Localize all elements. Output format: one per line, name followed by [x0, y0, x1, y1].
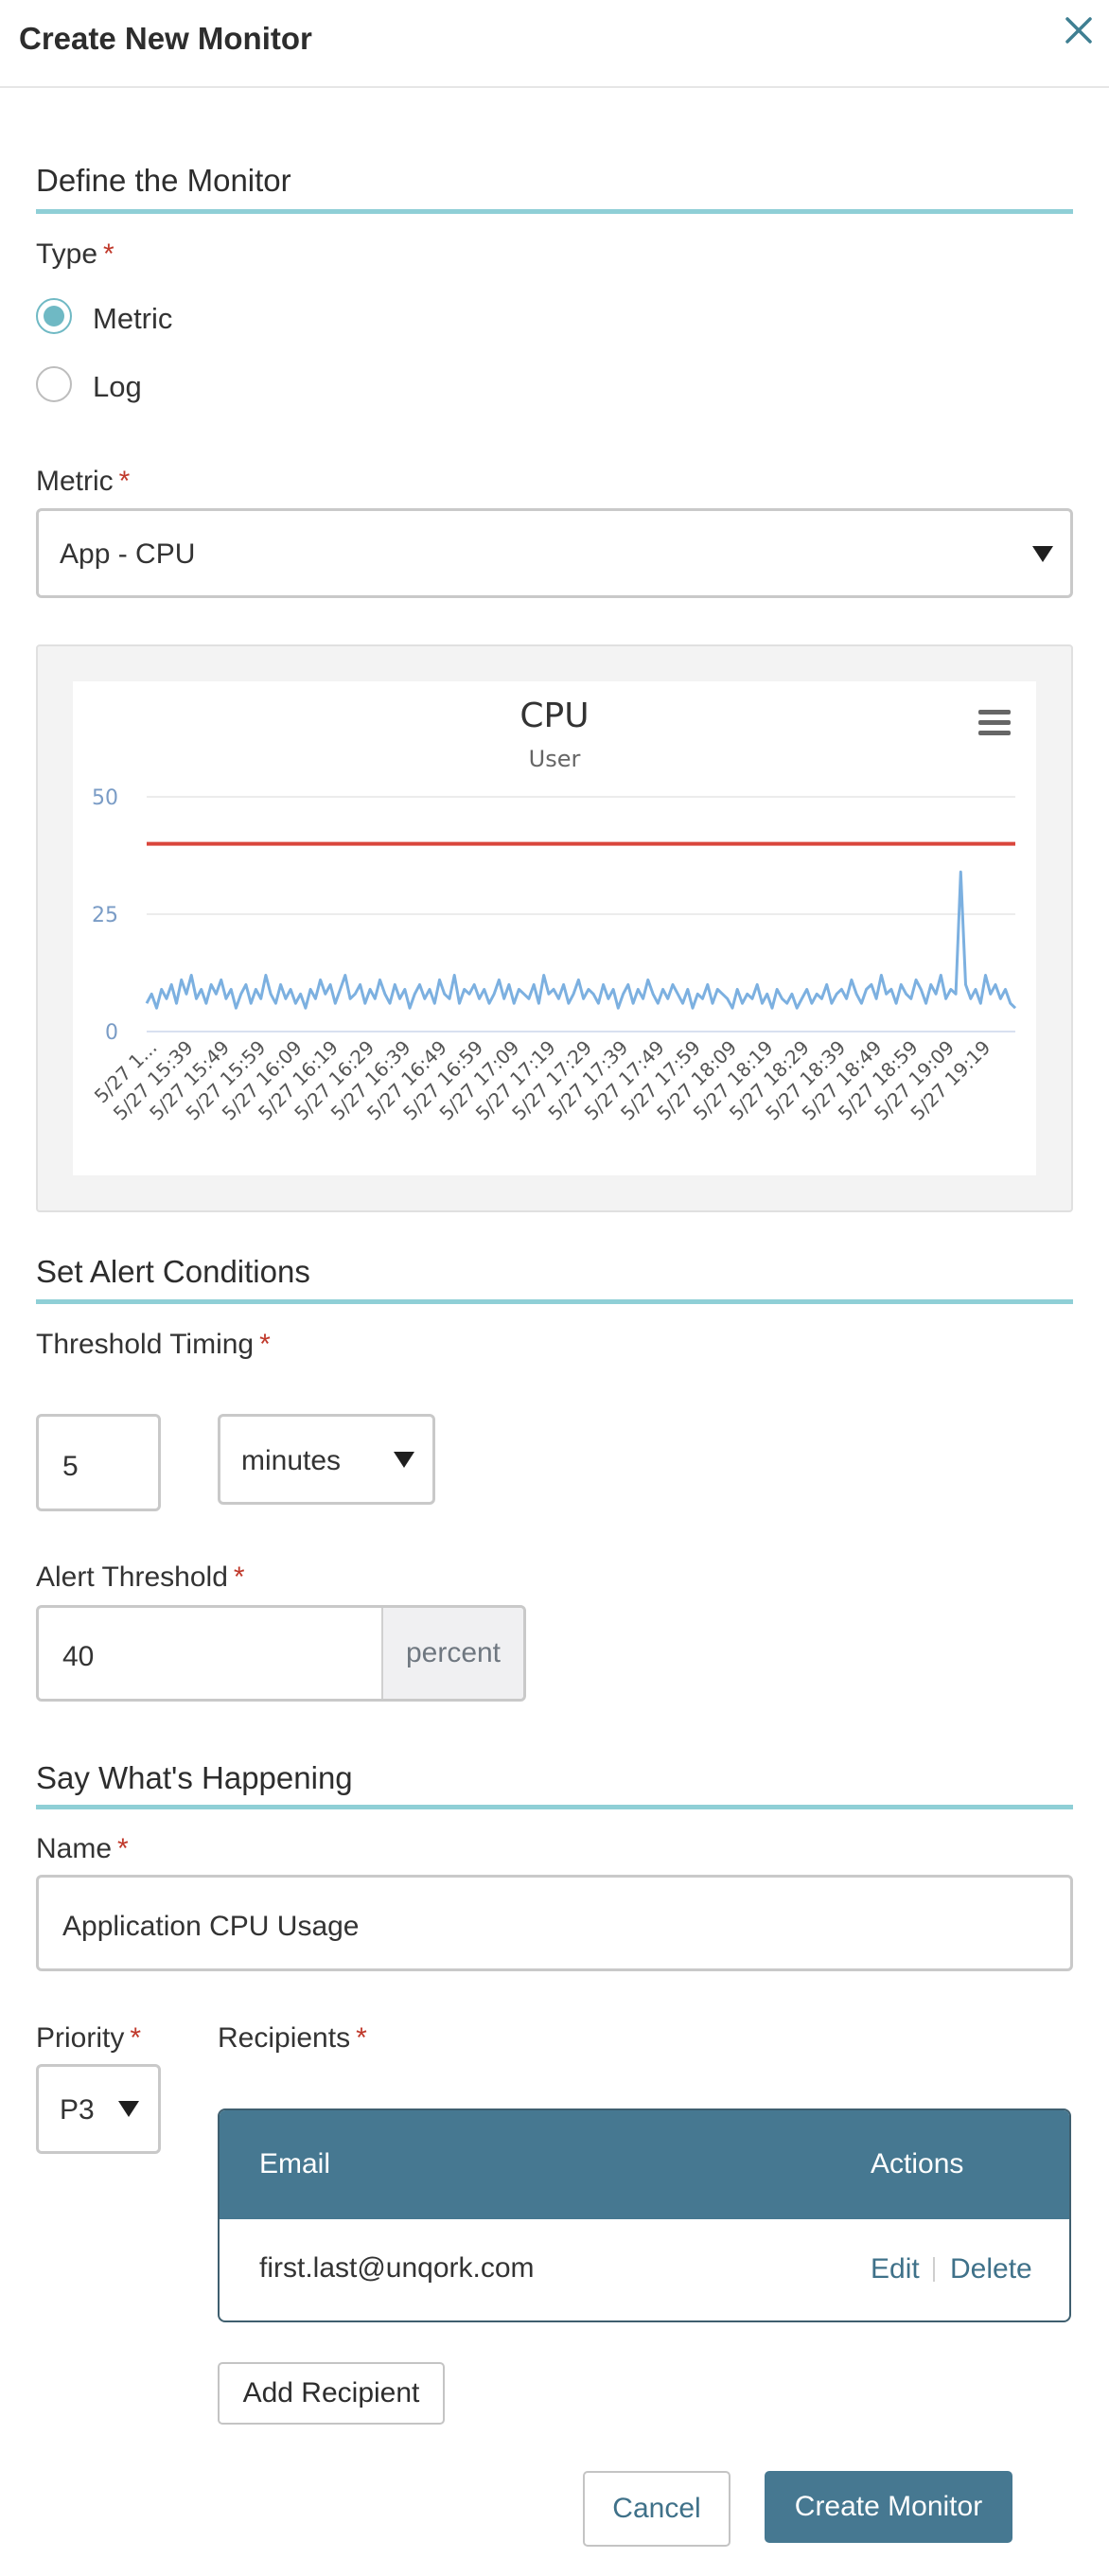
radio-log[interactable]: [36, 366, 72, 402]
timing-unit-value: minutes: [241, 1445, 342, 1476]
alert-threshold-label: Alert Threshold *: [36, 1561, 245, 1594]
type-label: Type *: [36, 238, 114, 271]
modal-header: [0, 0, 1109, 88]
alert-threshold-label-text: Alert Threshold: [36, 1561, 228, 1593]
metric-select-value: App - CPU: [60, 538, 196, 570]
required-mark: *: [356, 2022, 367, 2054]
radio-metric[interactable]: [36, 298, 72, 334]
y-tick-label: 0: [105, 1021, 118, 1045]
alert-threshold-input[interactable]: 40 percent: [36, 1605, 526, 1702]
recipients-label-text: Recipients: [218, 2022, 351, 2054]
chevron-down-icon: [118, 2101, 139, 2117]
required-mark: *: [103, 238, 114, 270]
section-title-happening: Say What's Happening: [36, 1760, 353, 1795]
chart-card: CPU User 0 25 50 5/27 1... 5/27 15:39 5/27 1…: [73, 681, 1036, 1175]
type-label-text: Type: [36, 238, 98, 270]
cancel-button[interactable]: Cancel: [583, 2471, 731, 2547]
section-title-alert: Set Alert Conditions: [36, 1254, 310, 1289]
section-rule: [36, 1805, 1073, 1809]
recipients-table-header: Email Actions: [220, 2110, 1069, 2219]
edit-recipient-link[interactable]: Edit: [871, 2253, 920, 2285]
recipients-table: Email Actions first.last@unqork.com Edit…: [218, 2108, 1071, 2322]
radio-label-metric: Metric: [93, 302, 173, 335]
priority-label: Priority *: [36, 2022, 141, 2055]
name-label: Name *: [36, 1833, 129, 1865]
chart-y-ticks: 0 25 50: [92, 786, 118, 1045]
chart-x-labels: 5/27 1...5/27 15:395/27 15:495/27 15:595…: [90, 1036, 995, 1125]
name-input[interactable]: Application CPU Usage: [36, 1875, 1073, 1971]
name-value: Application CPU Usage: [62, 1911, 360, 1942]
alert-threshold-value: 40: [62, 1641, 95, 1672]
required-mark: *: [259, 1329, 271, 1360]
timing-value: 5: [62, 1451, 79, 1482]
radio-option-log[interactable]: Log: [36, 366, 263, 408]
required-mark: *: [130, 2022, 142, 2054]
required-mark: *: [117, 1833, 129, 1864]
threshold-timing-label-text: Threshold Timing: [36, 1329, 255, 1360]
required-mark: *: [233, 1561, 245, 1593]
percent-addon: percent: [381, 1608, 523, 1699]
table-row: first.last@unqork.com Edit Delete: [220, 2219, 1069, 2320]
radio-label-log: Log: [93, 370, 142, 403]
hamburger-menu-icon[interactable]: [978, 710, 1011, 735]
chevron-down-icon: [394, 1452, 414, 1468]
chart-series-line: [145, 870, 1017, 1010]
chevron-down-icon: [1032, 546, 1053, 562]
chart-grid: [147, 796, 1015, 1032]
priority-value: P3: [60, 2094, 95, 2126]
section-rule: [36, 1299, 1073, 1304]
y-tick-label: 25: [92, 904, 118, 927]
priority-label-text: Priority: [36, 2022, 125, 2054]
recipients-label: Recipients *: [218, 2022, 367, 2055]
recipient-email: first.last@unqork.com: [259, 2252, 535, 2284]
y-tick-label: 50: [92, 786, 118, 810]
metric-label: Metric *: [36, 466, 130, 498]
threshold-timing-label: Threshold Timing *: [36, 1329, 271, 1361]
column-header-email: Email: [259, 2148, 331, 2179]
name-label-text: Name: [36, 1833, 113, 1864]
required-mark: *: [118, 466, 131, 497]
column-header-actions: Actions: [871, 2148, 964, 2179]
timing-value-input[interactable]: 5: [36, 1414, 161, 1511]
chart-subtitle: User: [529, 746, 581, 772]
timing-unit-select[interactable]: minutes: [218, 1414, 435, 1505]
metric-label-text: Metric: [36, 466, 114, 497]
radio-option-metric[interactable]: Metric: [36, 298, 263, 340]
delete-recipient-link[interactable]: Delete: [950, 2253, 1032, 2285]
modal-title: Create New Monitor: [19, 21, 312, 56]
section-rule: [36, 209, 1073, 214]
cpu-chart: CPU User 0 25 50 5/27 1...5/27 15:395/27 1…: [90, 697, 1017, 1125]
close-icon[interactable]: [1060, 11, 1098, 49]
action-divider: [933, 2257, 935, 2282]
create-monitor-button[interactable]: Create Monitor: [765, 2471, 1012, 2543]
priority-select[interactable]: P3: [36, 2064, 161, 2154]
chart-title: CPU: [519, 697, 589, 735]
metric-select[interactable]: App - CPU: [36, 508, 1073, 598]
section-title-define: Define the Monitor: [36, 163, 291, 198]
add-recipient-button[interactable]: Add Recipient: [218, 2362, 445, 2425]
